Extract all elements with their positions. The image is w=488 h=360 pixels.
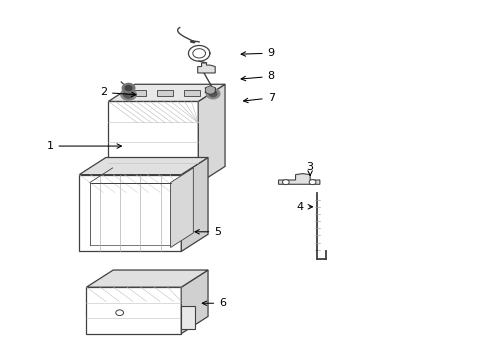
Text: 7: 7 — [243, 93, 274, 103]
Polygon shape — [79, 175, 181, 251]
Text: 6: 6 — [202, 298, 225, 308]
Circle shape — [121, 89, 136, 100]
Polygon shape — [108, 84, 224, 102]
Circle shape — [123, 91, 133, 98]
Polygon shape — [198, 84, 224, 184]
Circle shape — [282, 180, 288, 185]
Circle shape — [209, 91, 217, 96]
Polygon shape — [108, 102, 198, 184]
Text: 8: 8 — [241, 71, 274, 81]
Polygon shape — [181, 157, 207, 251]
Polygon shape — [130, 90, 146, 96]
Text: 2: 2 — [100, 87, 136, 98]
Polygon shape — [181, 270, 207, 334]
Circle shape — [308, 180, 315, 185]
Polygon shape — [86, 270, 207, 287]
Text: 4: 4 — [296, 202, 312, 212]
Circle shape — [206, 89, 220, 99]
Polygon shape — [278, 174, 319, 184]
Circle shape — [125, 86, 132, 91]
Circle shape — [122, 84, 135, 93]
Polygon shape — [170, 168, 193, 248]
Polygon shape — [197, 63, 215, 73]
Polygon shape — [183, 90, 199, 96]
Polygon shape — [181, 306, 195, 329]
Circle shape — [206, 87, 214, 93]
Text: 9: 9 — [241, 48, 274, 58]
Polygon shape — [157, 90, 172, 96]
Circle shape — [116, 310, 123, 316]
Text: 3: 3 — [306, 162, 313, 176]
Text: 1: 1 — [46, 141, 121, 151]
Polygon shape — [79, 157, 207, 175]
Text: 5: 5 — [195, 227, 221, 237]
Polygon shape — [86, 287, 181, 334]
